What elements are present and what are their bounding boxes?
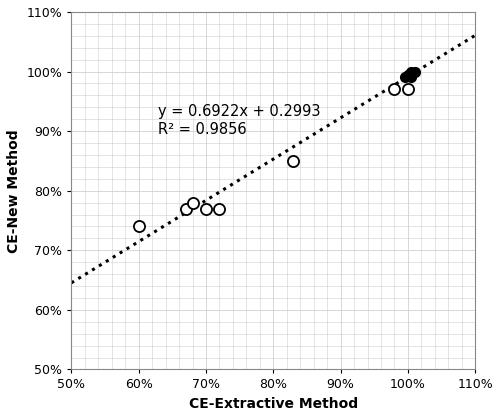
Point (410, 68, 418, 75)
Point (216, 205, 224, 212)
Point (202, 205, 210, 212)
Point (188, 199, 196, 206)
Point (182, 205, 190, 212)
Point (407, 68, 415, 75)
Point (290, 158, 298, 164)
Point (400, 74, 408, 81)
X-axis label: CE-Extractive Method: CE-Extractive Method (188, 397, 358, 411)
Point (404, 86, 412, 93)
Text: y = 0.6922x + 0.2993
R² = 0.9856: y = 0.6922x + 0.2993 R² = 0.9856 (158, 104, 320, 137)
Point (404, 71, 412, 78)
Point (390, 86, 398, 93)
Point (134, 223, 142, 230)
Y-axis label: CE-New Method: CE-New Method (7, 129, 21, 252)
Point (407, 74, 415, 81)
